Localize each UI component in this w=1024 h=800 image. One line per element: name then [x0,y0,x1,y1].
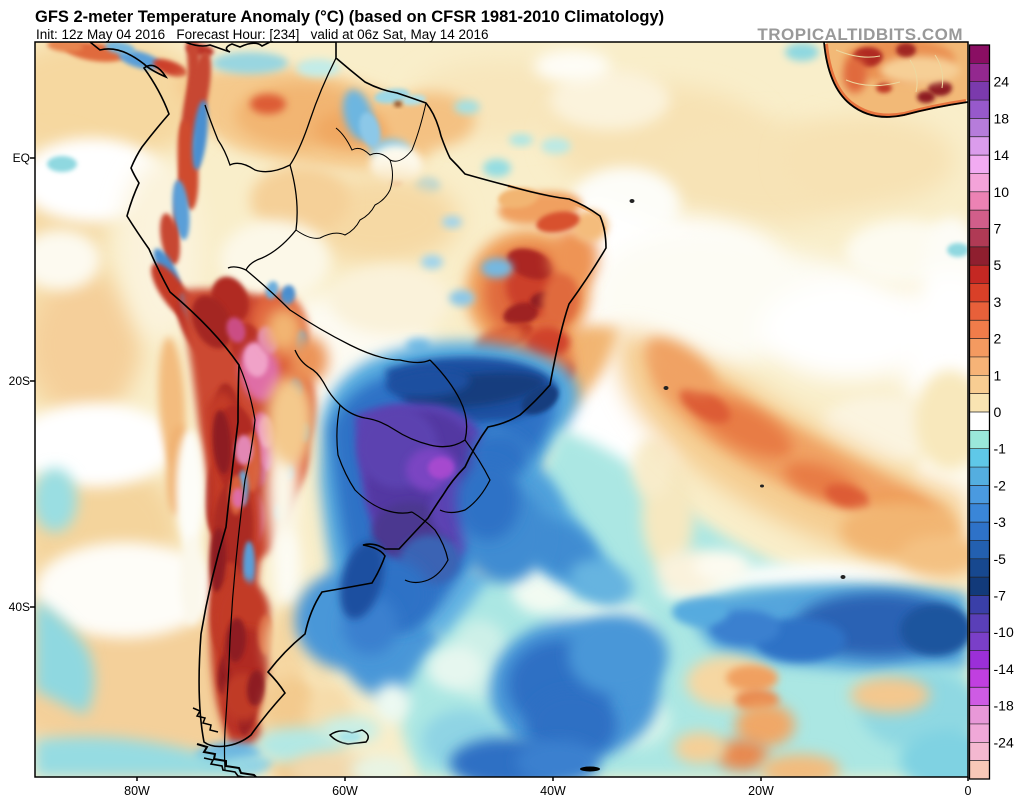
svg-text:0: 0 [965,784,972,798]
svg-text:-10: -10 [994,624,1014,640]
svg-text:Init: 12z May 04 2016 Foreca: Init: 12z May 04 2016 Forecast Hour: [23… [36,27,489,42]
svg-text:60W: 60W [332,784,358,798]
svg-text:-3: -3 [994,514,1007,530]
svg-text:EQ: EQ [13,151,30,165]
svg-text:GFS 2-meter Temperature Anomal: GFS 2-meter Temperature Anomaly (°C) (ba… [35,8,664,26]
svg-text:5: 5 [994,257,1002,273]
svg-text:20S: 20S [9,374,30,388]
svg-text:-1: -1 [994,441,1007,457]
svg-text:2: 2 [994,331,1002,347]
svg-text:-2: -2 [994,477,1007,493]
svg-text:TROPICALTIDBITS.COM: TROPICALTIDBITS.COM [757,25,963,44]
svg-text:7: 7 [994,221,1002,237]
svg-text:24: 24 [994,74,1010,90]
svg-text:1: 1 [994,367,1002,383]
svg-text:-5: -5 [994,551,1007,567]
svg-text:-18: -18 [994,698,1014,714]
svg-text:-7: -7 [994,588,1007,604]
svg-text:-24: -24 [994,734,1014,750]
svg-text:20W: 20W [748,784,774,798]
svg-text:10: 10 [994,184,1010,200]
svg-text:40W: 40W [540,784,566,798]
svg-text:3: 3 [994,294,1002,310]
svg-text:80W: 80W [124,784,150,798]
svg-text:-14: -14 [994,661,1014,677]
svg-text:0: 0 [994,404,1002,420]
svg-text:18: 18 [994,110,1010,126]
svg-text:14: 14 [994,147,1010,163]
svg-text:40S: 40S [9,600,30,614]
